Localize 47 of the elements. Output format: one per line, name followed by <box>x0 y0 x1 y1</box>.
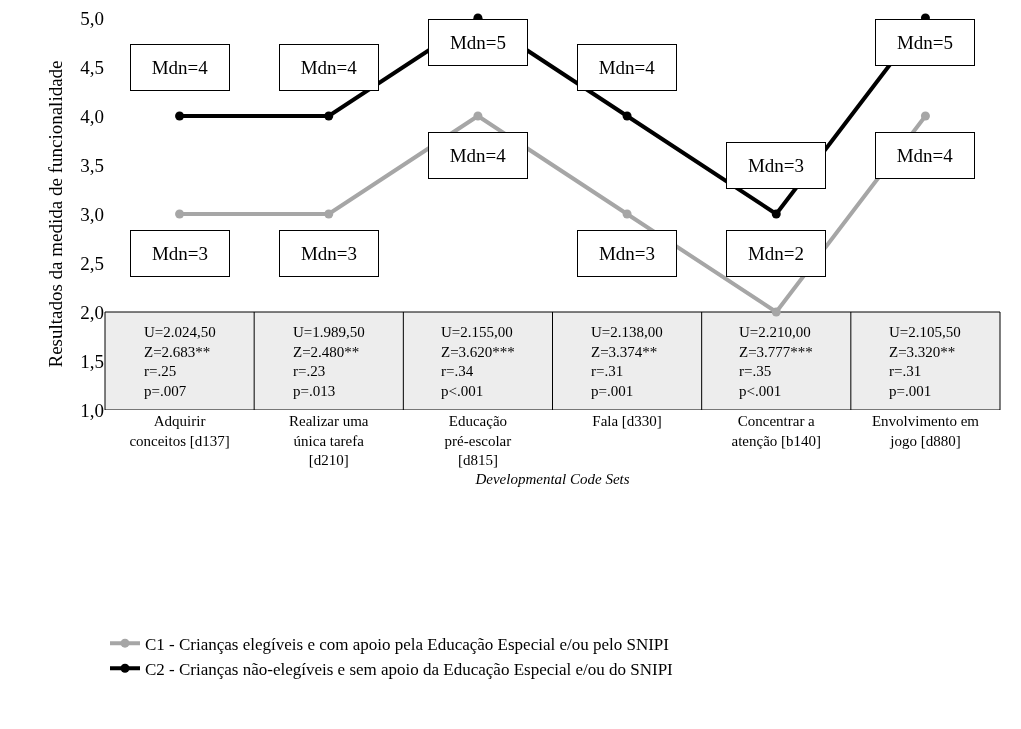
annotation: Mdn=4 <box>598 57 656 78</box>
annotation: Mdn=3 <box>747 155 805 176</box>
x-tick-label: Concentrar a atenção [b140] <box>731 413 822 449</box>
point <box>175 209 185 219</box>
point <box>324 111 334 121</box>
x-tick-label: Envolvimento em jogo [d880] <box>871 413 980 449</box>
point <box>175 111 185 121</box>
annotation: Mdn=5 <box>449 32 507 53</box>
y-axis-title: Resultados da medida de funcionalidade <box>45 60 67 368</box>
annotation: Mdn=4 <box>151 57 209 78</box>
annotation: Mdn=2 <box>747 243 805 264</box>
x-axis-title: Developmental Code Sets <box>474 471 630 487</box>
annotation: Mdn=3 <box>598 243 656 264</box>
point <box>771 209 781 219</box>
point <box>622 111 632 121</box>
annotation: U=2.210,00 Z=3.777*** r=.35 p<.001 <box>739 324 813 399</box>
x-tick-label: Fala [d330] <box>592 413 662 429</box>
y-tick-label: 3,5 <box>80 154 104 176</box>
y-tick-label: 2,0 <box>80 301 104 323</box>
x-tick-label: Educação pré-escolar [d815] <box>444 413 512 468</box>
y-tick-label: 4,5 <box>80 56 104 78</box>
annotation: Mdn=3 <box>151 243 209 264</box>
annotation: U=2.138,00 Z=3.374** r=.31 p=.001 <box>591 324 663 399</box>
point <box>473 111 483 121</box>
annotation: U=2.024,50 Z=2.683** r=.25 p=.007 <box>144 324 216 399</box>
annotation: Mdn=5 <box>896 32 954 53</box>
y-tick-label: 4,0 <box>80 105 104 127</box>
legend-label: C2 - Crianças não-elegíveis e sem apoio da Educação Especial e/ou do SNIPI <box>145 659 674 679</box>
annotation: U=2.105,50 Z=3.320** r=.31 p=.001 <box>889 324 961 399</box>
y-tick-label: 1,5 <box>80 350 104 372</box>
point <box>622 209 632 219</box>
y-tick-label: 1,0 <box>80 399 104 421</box>
annotation: Mdn=3 <box>300 243 358 264</box>
point <box>920 111 930 121</box>
legend-label: C1 - Crianças elegíveis e com apoio pela Educação Especial e/ou pelo SNIPI <box>145 634 670 654</box>
y-tick-label: 5,0 <box>80 7 104 29</box>
annotation: Mdn=4 <box>896 145 954 166</box>
annotation: Mdn=4 <box>300 57 358 78</box>
annotation: U=2.155,00 Z=3.620*** r=.34 p<.001 <box>441 324 515 399</box>
x-tick-label: Adquirir conceitos [d137] <box>129 413 230 449</box>
x-tick-label: Realizar uma única tarefa [d210] <box>288 413 369 468</box>
point <box>771 307 781 317</box>
annotation: U=1.989,50 Z=2.480** r=.23 p=.013 <box>293 324 365 399</box>
annotation: Mdn=4 <box>449 145 507 166</box>
y-tick-label: 3,0 <box>80 203 104 225</box>
y-tick-label: 2,5 <box>80 252 104 274</box>
point <box>324 209 334 219</box>
